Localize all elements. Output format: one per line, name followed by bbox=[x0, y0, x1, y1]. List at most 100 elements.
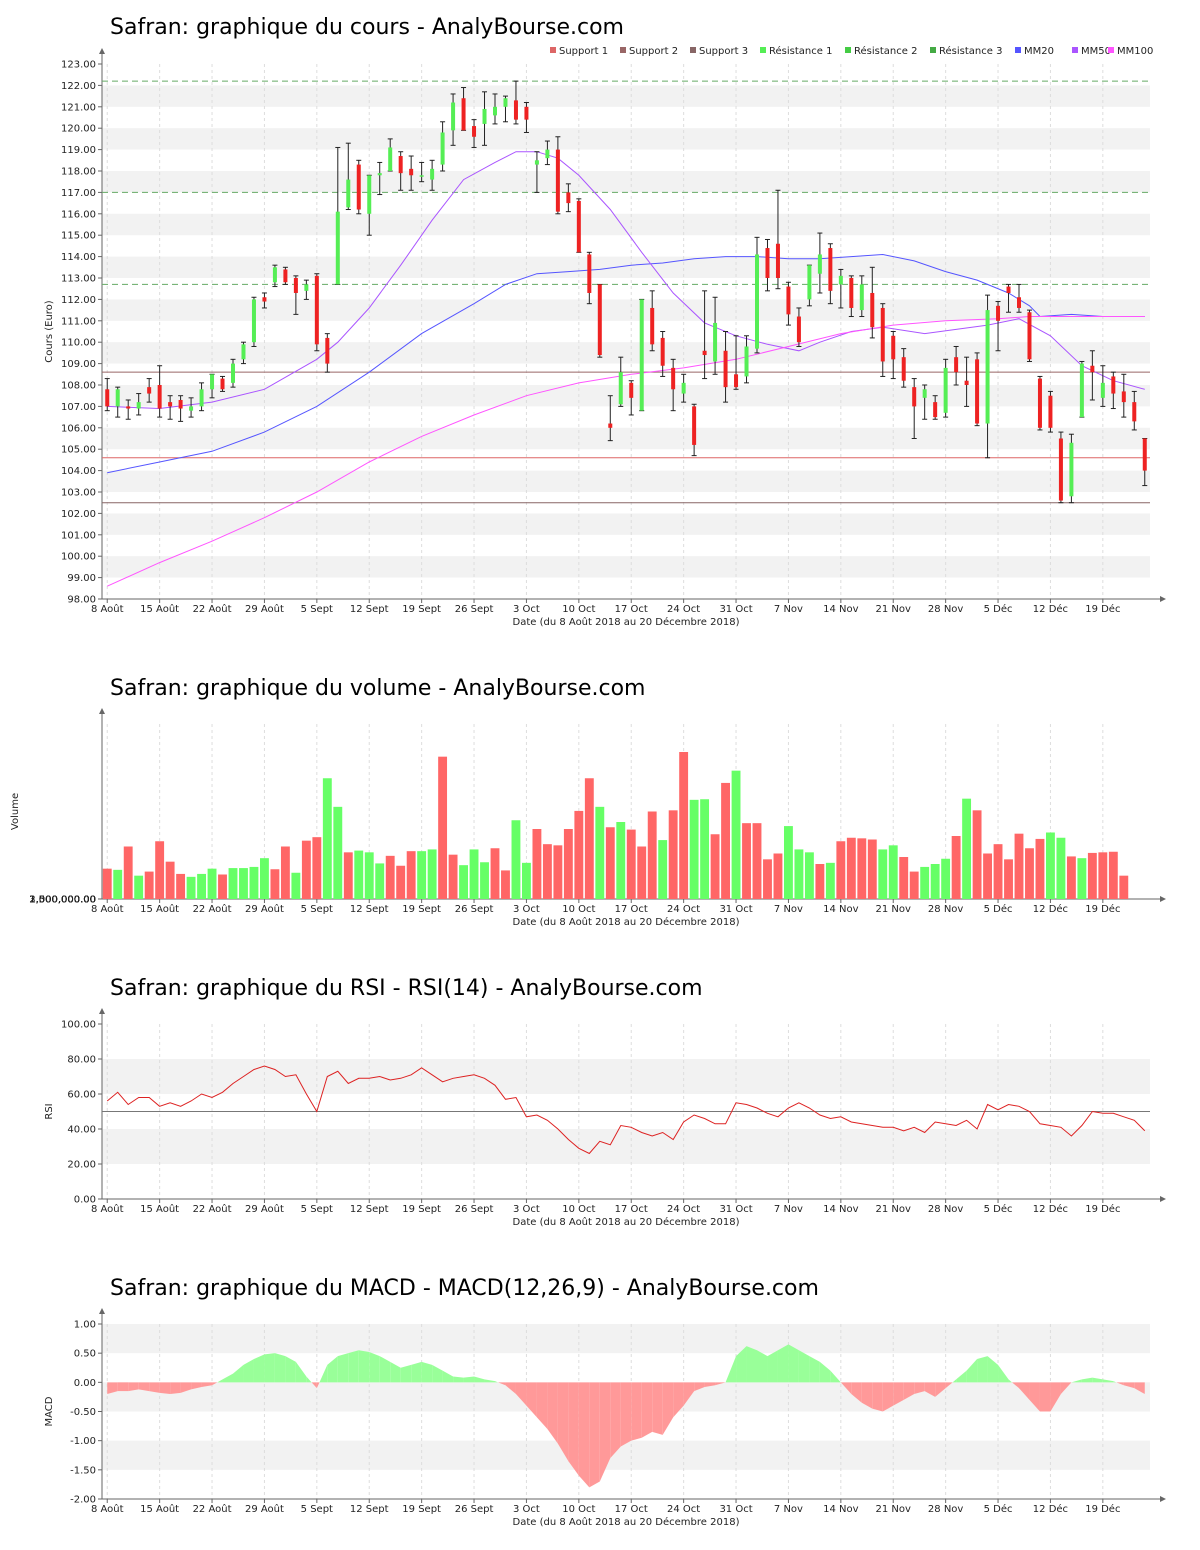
volume-bar bbox=[532, 829, 542, 899]
price-ytick-label: 103.00 bbox=[61, 488, 96, 499]
volume-bar bbox=[553, 845, 563, 899]
candle-body bbox=[838, 275, 843, 285]
candle-body bbox=[168, 402, 173, 407]
macd-chart-title: Safran: graphique du MACD - MACD(12,26,9… bbox=[110, 1276, 819, 1301]
macd-xtick-label: 17 Oct bbox=[615, 1504, 648, 1515]
rsi-xtick-label: 5 Sept bbox=[301, 1204, 333, 1215]
volume-xtick-label: 15 Août bbox=[140, 903, 179, 915]
candle-body bbox=[975, 359, 980, 424]
volume-ytick-label: 2,000,000.00 bbox=[29, 894, 96, 905]
candle-body bbox=[178, 399, 183, 409]
candle-body bbox=[880, 307, 885, 362]
mm20-line bbox=[107, 253, 1145, 474]
candle-body bbox=[943, 367, 948, 413]
price-grid-band bbox=[102, 342, 1150, 364]
rsi-xtick-label: 10 Oct bbox=[562, 1204, 595, 1215]
candle-body bbox=[419, 175, 424, 177]
macd-y-axis-label: MACD bbox=[44, 1396, 55, 1426]
macd-area-segment bbox=[1134, 1382, 1145, 1394]
rsi-y-arrow bbox=[99, 1008, 105, 1014]
rsi-panel: 0.00 20.00 40.00 60.00 80.00 100.00 8 Août 15 A… bbox=[44, 1008, 1166, 1228]
volume-bar bbox=[270, 869, 280, 899]
rsi-xtick-label: 21 Nov bbox=[876, 1204, 912, 1215]
rsi-xtick-label: 29 Août bbox=[245, 1203, 284, 1215]
volume-xtick-label: 7 Nov bbox=[774, 904, 803, 915]
volume-bar bbox=[176, 873, 186, 899]
price-grid-band bbox=[102, 470, 1150, 492]
macd-area-segment bbox=[977, 1356, 988, 1383]
candle-body bbox=[870, 292, 875, 328]
macd-area-segment bbox=[725, 1356, 737, 1383]
macd-x-arrow bbox=[1160, 1496, 1166, 1502]
macd-area-segment bbox=[390, 1361, 401, 1383]
macd-area-segment bbox=[358, 1350, 370, 1383]
macd-xtick-label: 12 Déc bbox=[1033, 1503, 1068, 1515]
volume-bar bbox=[1098, 852, 1108, 899]
macd-area-segment bbox=[274, 1353, 286, 1383]
rsi-xtick-label: 3 Oct bbox=[513, 1204, 540, 1215]
macd-ytick-label: -2.00 bbox=[70, 1495, 96, 1506]
volume-bar bbox=[563, 829, 573, 899]
price-xtick-label: 22 Août bbox=[193, 603, 232, 615]
price-grid-band bbox=[102, 171, 1150, 193]
candle-body bbox=[1132, 402, 1137, 422]
macd-area-segment bbox=[1116, 1382, 1124, 1386]
candle-body bbox=[660, 337, 665, 366]
macd-xtick-label: 26 Sept bbox=[455, 1504, 494, 1515]
macd-area-segment bbox=[243, 1359, 254, 1383]
price-ytick-label: 104.00 bbox=[61, 466, 96, 477]
price-xtick-label: 5 Déc bbox=[984, 603, 1013, 615]
macd-area-segment bbox=[369, 1352, 380, 1383]
macd-area-segment bbox=[662, 1382, 674, 1435]
price-ytick-label: 120.00 bbox=[61, 124, 96, 135]
volume-bar bbox=[710, 834, 720, 899]
macd-area-segment bbox=[683, 1382, 695, 1406]
macd-area-segment bbox=[233, 1364, 244, 1383]
volume-bar bbox=[1014, 833, 1024, 899]
volume-bar bbox=[752, 823, 762, 899]
legend-swatch bbox=[620, 47, 626, 53]
volume-bar bbox=[207, 868, 217, 899]
macd-ytick-label: 1.00 bbox=[74, 1320, 96, 1331]
candle-body bbox=[1006, 286, 1011, 293]
volume-xtick-label: 29 Août bbox=[245, 903, 284, 915]
macd-area-segment bbox=[610, 1382, 621, 1459]
rsi-xtick-label: 22 Août bbox=[193, 1203, 232, 1215]
macd-area-segment bbox=[327, 1356, 338, 1383]
macd-area-segment bbox=[138, 1382, 150, 1392]
candle-body bbox=[304, 284, 309, 291]
volume-xtick-label: 31 Oct bbox=[719, 904, 752, 915]
macd-xtick-label: 15 Août bbox=[140, 1503, 179, 1515]
volume-bar bbox=[218, 874, 227, 899]
candle-body bbox=[1100, 382, 1105, 398]
candle-body bbox=[147, 387, 152, 394]
volume-bar bbox=[888, 845, 898, 899]
macd-area-segment bbox=[547, 1382, 558, 1444]
volume-bar bbox=[459, 865, 468, 899]
volume-bar bbox=[993, 844, 1003, 899]
volume-bar bbox=[511, 820, 521, 899]
price-ytick-label: 123.00 bbox=[61, 60, 96, 71]
rsi-xtick-label: 7 Nov bbox=[774, 1204, 803, 1215]
macd-ytick-label: 0.00 bbox=[74, 1378, 96, 1389]
macd-area-segment bbox=[306, 1376, 312, 1383]
volume-bar bbox=[1108, 851, 1118, 899]
volume-bar bbox=[815, 864, 825, 899]
macd-area-segment bbox=[1008, 1379, 1013, 1383]
macd-ytick-label: -1.50 bbox=[70, 1465, 96, 1476]
volume-bar bbox=[930, 864, 940, 899]
volume-bar bbox=[396, 865, 406, 899]
volume-bar bbox=[490, 848, 500, 899]
macd-area-segment bbox=[819, 1361, 831, 1383]
macd-area-segment bbox=[212, 1382, 218, 1386]
rsi-ytick-label: 80.00 bbox=[67, 1055, 96, 1066]
legend-swatch bbox=[690, 47, 696, 53]
volume-xtick-label: 17 Oct bbox=[615, 904, 648, 915]
volume-xtick-label: 21 Nov bbox=[876, 904, 912, 915]
rsi-ytick-label: 40.00 bbox=[67, 1125, 96, 1136]
volume-bar bbox=[113, 869, 123, 899]
macd-area-segment bbox=[1102, 1379, 1114, 1383]
volume-bar bbox=[249, 866, 259, 899]
candle-body bbox=[587, 254, 592, 293]
macd-area-segment bbox=[956, 1370, 967, 1383]
